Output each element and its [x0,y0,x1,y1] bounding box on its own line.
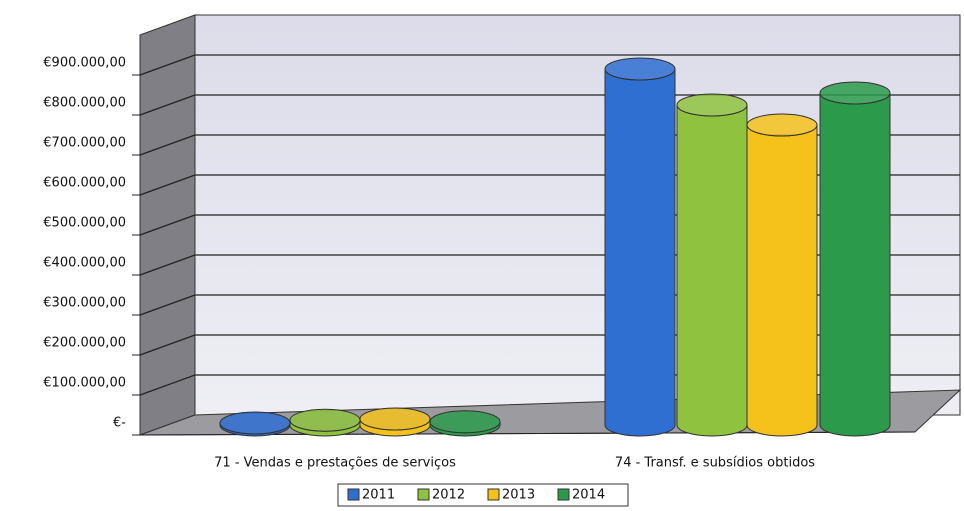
cylinder [604,68,676,437]
legend-label: 2012 [432,488,465,503]
legend-swatch [487,488,500,501]
legend-swatch [417,488,430,501]
cylinder [676,104,748,437]
legend-swatch [557,488,570,501]
y-tick-label: €400.000,00 [43,256,126,271]
cylinder-top [289,408,361,432]
cylinder-top [819,81,891,105]
y-tick-label: €200.000,00 [43,336,126,351]
legend-label: 2011 [362,488,395,503]
y-tick-label: €700.000,00 [43,136,126,151]
y-tick-label: €800.000,00 [43,96,126,111]
cylinder-top [429,410,501,434]
legend-label: 2014 [572,488,605,503]
cylinder-top [359,407,431,431]
cylinder [746,124,818,437]
legend-box [337,483,629,507]
cylinder-top [219,411,291,435]
y-tick-label: €500.000,00 [43,216,126,231]
y-tick-label: €- [113,416,126,431]
y-tick-label: €300.000,00 [43,296,126,311]
y-tick-label: €900.000,00 [43,56,126,71]
y-tick-label: €600.000,00 [43,176,126,191]
cylinder-top [746,113,818,137]
x-tick-label: 74 - Transf. e subsídios obtidos [615,456,815,471]
legend-label: 2013 [502,488,535,503]
cylinder-top [676,93,748,117]
x-tick-label: 71 - Vendas e prestações de serviços [214,456,456,471]
grid-line [139,54,960,76]
cylinder-top [604,57,676,81]
legend-swatch [347,488,360,501]
y-tick-label: €100.000,00 [43,376,126,391]
cylinder [819,92,891,437]
